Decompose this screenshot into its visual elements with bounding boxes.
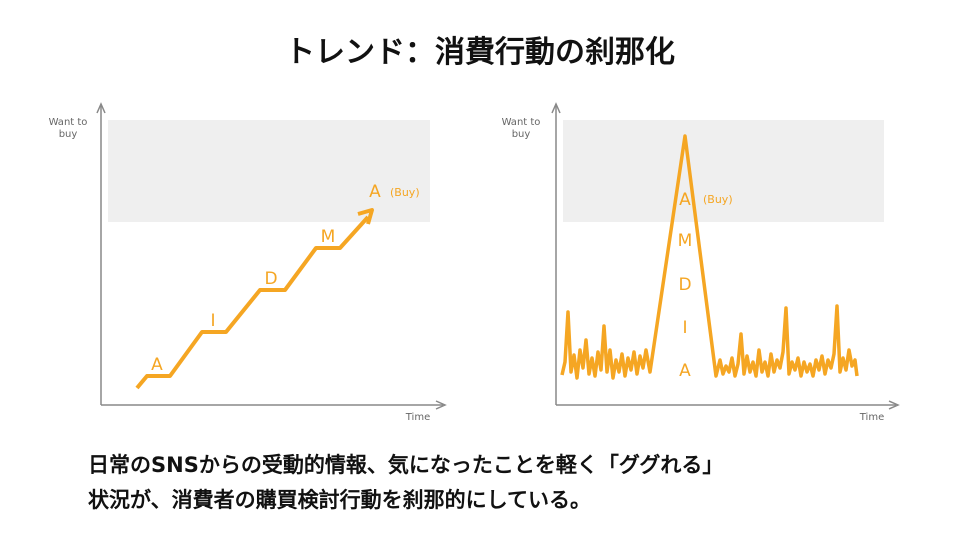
buy-zone [108,120,430,222]
buy-label: (Buy) [703,193,733,206]
stage-label: D [264,269,277,289]
buy-zone [563,120,884,222]
trend-arrow [357,208,374,225]
trend-line [135,215,370,390]
x-label: Time [405,412,430,423]
diagram-left: Want to buy Time A I D M A (Buy) [49,102,447,423]
stage-label: A [151,355,163,375]
y-label: buy [59,129,78,140]
x-arrow [888,400,900,410]
diagram-right: Want to buy Time A I D M A (Buy) [502,102,900,423]
buy-label: (Buy) [390,186,420,199]
stage-label: A [369,182,381,202]
x-label: Time [859,412,884,423]
stage-label: M [678,231,693,251]
caption-line: 日常のSNSからの受動的情報、気になったことを軽く「ググれる」 [88,453,723,477]
y-arrow [551,102,561,114]
title: トレンド：消費行動の刹那化 [285,35,675,70]
stage-label: I [682,318,687,338]
x-arrow [435,400,447,410]
y-arrow [96,102,106,114]
caption-line: 状況が、消費者の購買検討行動を刹那的にしている。 [88,488,591,512]
stage-label: D [678,275,691,295]
stage-label: A [679,190,691,210]
stage-label: M [321,227,336,247]
y-label: buy [512,129,531,140]
stage-label: I [210,311,215,331]
y-label: Want to [49,117,88,128]
spike-line [560,134,859,380]
y-label: Want to [502,117,541,128]
stage-label: A [679,361,691,381]
